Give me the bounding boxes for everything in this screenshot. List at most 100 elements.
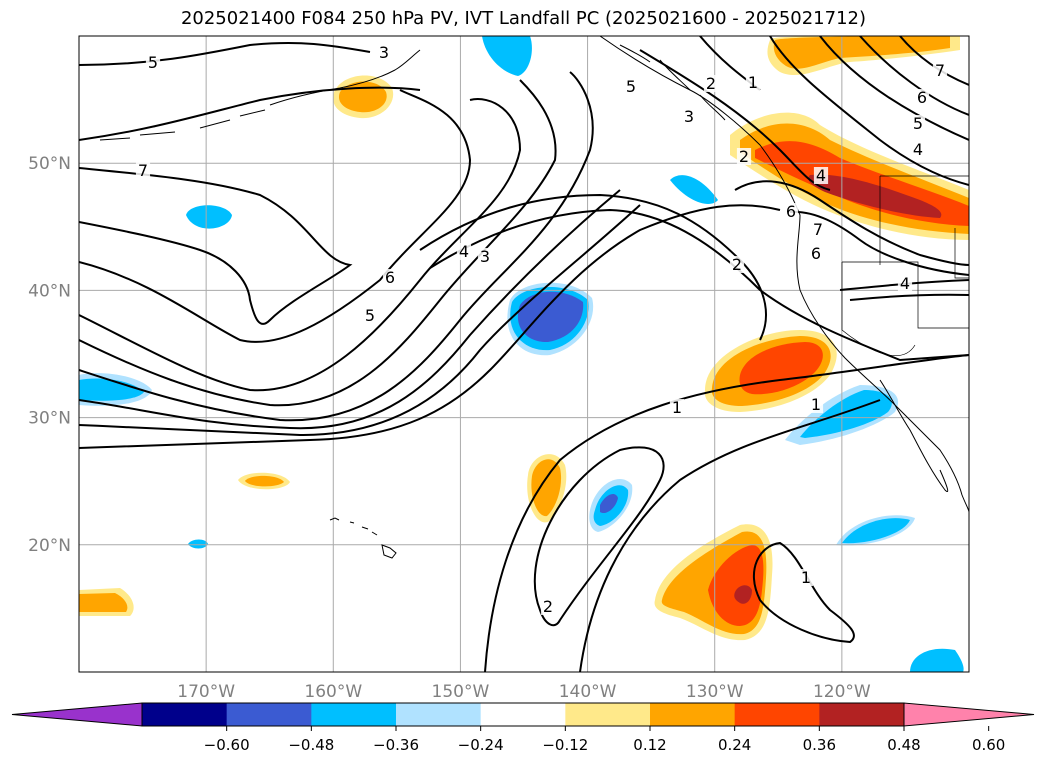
pv-label: 2 <box>732 255 742 274</box>
colorbar-tick-label: 0.12 <box>633 736 666 754</box>
colorbar-segment <box>650 703 736 726</box>
pv-label-halo <box>932 62 948 79</box>
shade-patch-neg-central <box>507 282 594 356</box>
pv-label: 4 <box>816 166 826 185</box>
pv-label: 1 <box>748 73 758 92</box>
pv-label-halo <box>540 598 556 615</box>
pv-contour-ridge-2 <box>79 98 522 392</box>
pv-label: 4 <box>900 274 910 293</box>
coastlines <box>99 36 969 559</box>
lon-label: 160°W <box>304 682 362 702</box>
pv-contour-1-south <box>579 399 881 672</box>
pv-label-halo <box>736 148 752 165</box>
shade-patch-central-pacific-core <box>531 459 562 517</box>
pv-contour-northeast-2 <box>734 180 969 266</box>
pv-label: 4 <box>913 140 923 159</box>
colorbar-segment <box>226 703 312 726</box>
graticule <box>79 36 969 672</box>
pv-label-halo <box>623 78 639 95</box>
pv-label-halo <box>745 74 761 91</box>
shade-patch-neg-bc-offshore <box>670 175 718 204</box>
pv-label: 5 <box>148 53 158 72</box>
lat-label: 30°N <box>28 409 71 429</box>
pv-label-halo <box>808 245 824 262</box>
pv-label-halo <box>729 256 745 273</box>
pv-label: 1 <box>811 395 821 414</box>
map-title: 2025021400 F084 250 hPa PV, IVT Landfall… <box>180 8 867 29</box>
lat-label: 40°N <box>28 281 71 301</box>
colorbar-tick-label: −0.12 <box>542 736 588 754</box>
shade-patch-neg-tiny <box>188 539 208 549</box>
lat-label: 20°N <box>28 536 71 556</box>
pv-contour-loop-south <box>752 541 855 644</box>
colorbar-frame <box>141 702 905 727</box>
pv-label: 4 <box>459 242 469 261</box>
colorbar-tick-label: −0.48 <box>288 736 334 754</box>
pv-label-halo <box>456 243 472 260</box>
pv-label-halo <box>798 569 814 586</box>
pv-label: 7 <box>813 220 823 239</box>
pv-label-halo <box>669 399 685 416</box>
colorbar-tick-label: −0.36 <box>373 736 419 754</box>
pv-label: 2 <box>706 74 716 93</box>
colorbar-segment <box>734 703 820 726</box>
pv-label: 2 <box>739 147 749 166</box>
latitude-labels: 50°N 40°N 30°N 20°N <box>28 154 71 556</box>
pv-label-halo <box>910 141 926 158</box>
pv-label: 1 <box>801 568 811 587</box>
coastline-baja <box>879 379 949 493</box>
pv-contour-labels: 5 3 7 6 4 3 6 5 2 1 1 2 1 1 2 5 7 6 5 4 … <box>135 43 948 616</box>
pv-contour-ridge-6 <box>79 204 641 437</box>
pv-label: 1 <box>672 398 682 417</box>
colorbar-segment <box>311 703 397 726</box>
pv-contour-south <box>79 204 781 449</box>
pv-contour-ridge-5 <box>79 189 621 430</box>
shade-patch-neg-se-edge <box>910 648 964 672</box>
pv-contour-top-2 <box>819 36 969 141</box>
pv-label-halo <box>813 167 829 184</box>
pv-contour-northeast-1 <box>639 49 831 191</box>
western-aleutians <box>99 109 266 141</box>
shade-patch-neg-hawaii-ne <box>589 479 633 532</box>
shade-patch-tropical <box>654 524 773 641</box>
lat-label: 50°N <box>28 154 71 174</box>
pv-label: 5 <box>365 306 375 325</box>
colorbar-tick-label: 0.48 <box>887 736 920 754</box>
pv-label: 2 <box>543 597 553 616</box>
pv-label: 5 <box>626 77 636 96</box>
shade-patch-neg-west-core <box>79 378 144 401</box>
ivt-shading <box>79 36 969 672</box>
shade-patch-gulf-alaska <box>767 36 960 76</box>
pv-label: 7 <box>138 161 148 180</box>
pv-label: 7 <box>935 61 945 80</box>
shade-patch-aleutian <box>332 75 394 119</box>
pv-contour-ridge-4 <box>79 71 594 422</box>
colorbar-extend-min <box>11 702 143 727</box>
pv-label-halo <box>376 44 392 61</box>
colorbar-segment <box>565 703 651 726</box>
pv-label-halo <box>135 162 151 179</box>
pv-label: 6 <box>786 202 796 221</box>
pv-label: 3 <box>684 107 694 126</box>
pv-contour-loop-1 <box>533 446 665 627</box>
colorbar-segment <box>480 703 566 726</box>
colorbar-tick-label: −0.60 <box>204 736 250 754</box>
shade-patch-neg-top <box>482 36 532 76</box>
colorbar: −0.60 −0.48 −0.36 −0.24 −0.12 0.12 0.24 0.36 0.4… <box>11 702 1035 754</box>
pv-contour-northeast-3 <box>789 210 969 276</box>
colorbar-extend-max <box>903 702 1035 727</box>
pv-label-halo <box>477 248 493 265</box>
pv-label: 5 <box>913 114 923 133</box>
pv-label-halo <box>910 115 926 132</box>
map-frame <box>78 35 970 673</box>
pv-contour-w-7 <box>79 86 421 141</box>
lon-label: 120°W <box>813 682 871 702</box>
shade-patch-hawaii-west-core <box>245 475 284 487</box>
lon-label: 170°W <box>177 682 235 702</box>
shade-patch-neg-mexico-core <box>842 518 910 544</box>
pv-contour-jet-2 <box>429 208 969 362</box>
shade-patch-neg-dateline <box>186 205 232 229</box>
longitude-labels: 170°W 160°W 150°W 140°W 130°W 120°W <box>177 682 871 702</box>
lon-label: 130°W <box>686 682 744 702</box>
colorbar-tick-label: −0.24 <box>458 736 504 754</box>
